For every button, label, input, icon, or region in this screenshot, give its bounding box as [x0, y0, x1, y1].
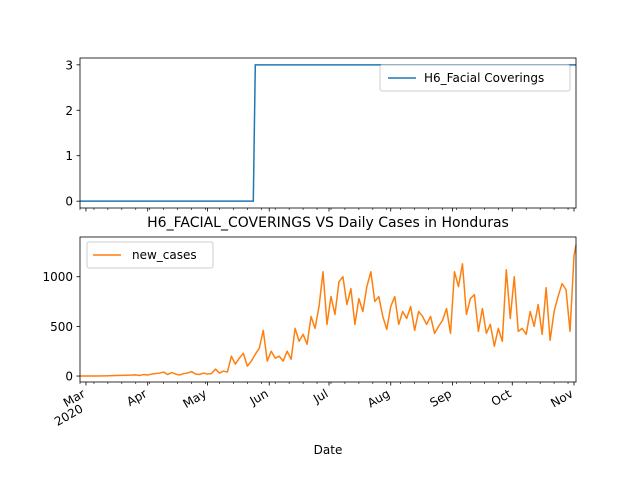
- bottom-series-layer: [80, 244, 577, 377]
- top-y-tick-label: 3: [65, 58, 73, 72]
- bottom-legend: new_cases: [86, 241, 214, 269]
- bottom-y-axis: 0 500 1000: [42, 270, 80, 384]
- bottom-y-tick-label: 0: [65, 370, 73, 384]
- top-y-tick-label: 2: [65, 104, 73, 118]
- top-subplot: 0 1 2 3 H6_Facial Coverings: [65, 57, 577, 212]
- top-y-tick-label: 0: [65, 195, 73, 209]
- top-legend-box: [379, 64, 571, 92]
- top-axes-frame: [79, 57, 577, 209]
- top-y-axis: 0 1 2 3: [65, 58, 80, 209]
- chart-title: H6_FACIAL_COVERINGS VS Daily Cases in Ho…: [147, 215, 509, 231]
- bottom-x-tick-label: Jul: [310, 386, 330, 406]
- bottom-legend-label: new_cases: [132, 248, 197, 262]
- bottom-y-tick-label: 1000: [42, 270, 73, 284]
- bottom-legend-box: [86, 241, 214, 269]
- top-legend: H6_Facial Coverings: [379, 64, 571, 92]
- bottom-axes-frame: [79, 236, 577, 383]
- bottom-y-tick-label: 500: [50, 320, 73, 334]
- bottom-series-line: [80, 244, 577, 377]
- x-axis-label: Date: [314, 443, 343, 457]
- top-y-tick-label: 1: [65, 149, 73, 163]
- top-legend-label: H6_Facial Coverings: [424, 71, 544, 85]
